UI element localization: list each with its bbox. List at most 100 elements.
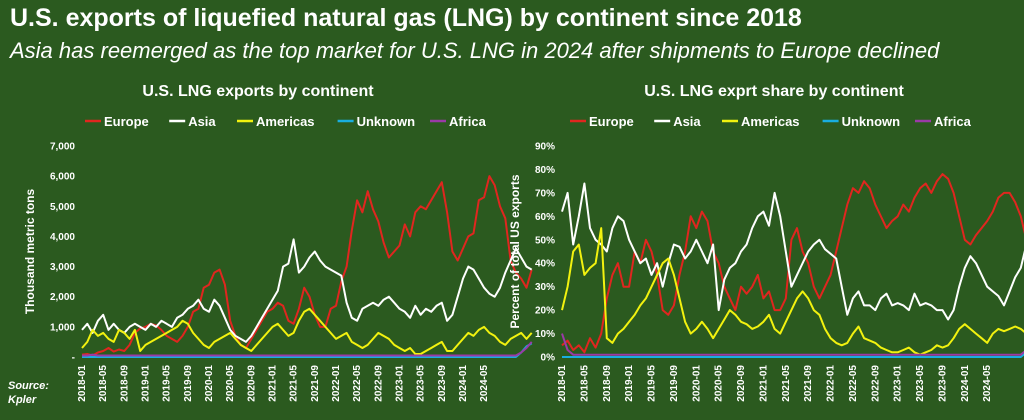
x-tick-label: 2023-05: [915, 365, 926, 402]
y-axis-label: Percent of total US exports: [508, 174, 522, 328]
x-tick-label: 2020-01: [204, 365, 215, 402]
series-line-americas: [561, 227, 1024, 356]
y-tick-label: 2,000: [50, 292, 75, 303]
x-tick-label: 2022-09: [870, 365, 881, 402]
y-tick-label: -: [72, 353, 75, 364]
source-label: Source:: [8, 380, 49, 392]
x-tick-label: 2021-01: [267, 365, 278, 402]
series-line-europe: [81, 175, 533, 357]
source-name: Kpler: [8, 394, 37, 406]
x-tick-label: 2018-09: [602, 365, 613, 402]
x-tick-label: 2020-05: [714, 365, 725, 402]
y-tick-label: 6,000: [50, 172, 75, 183]
y-tick-label: 70%: [535, 188, 555, 199]
y-tick-label: 60%: [535, 212, 555, 223]
page-title: U.S. exports of liquefied natural gas (L…: [10, 4, 802, 32]
legend-item-asia: Asia: [654, 114, 701, 129]
x-tick-label: 2024-05: [982, 365, 993, 402]
legend-item-europe: Europe: [85, 114, 149, 129]
legend-label: Unknown: [842, 114, 901, 129]
legend-item-americas: Americas: [237, 114, 315, 129]
legend-item-africa: Africa: [430, 114, 487, 129]
x-tick-label: 2021-01: [758, 365, 769, 402]
x-tick-label: 2018-05: [98, 365, 109, 402]
legend-label: Asia: [188, 114, 216, 129]
x-tick-label: 2023-09: [437, 365, 448, 402]
chart-2: U.S. LNG exprt share by continent Europe A…: [508, 83, 1024, 402]
x-tick-label: 2023-05: [416, 365, 427, 402]
series-line-americas: [81, 307, 533, 355]
x-tick-label: 2023-01: [893, 365, 904, 402]
legend-label: Africa: [449, 114, 487, 129]
x-tick-label: 2018-01: [557, 365, 568, 402]
x-tick-label: 2022-05: [352, 365, 363, 402]
legend-label: Europe: [589, 114, 634, 129]
x-tick-label: 2021-05: [781, 365, 792, 402]
y-tick-label: 80%: [535, 165, 555, 176]
legend-item-europe: Europe: [570, 114, 634, 129]
series-line-unknown: [82, 342, 533, 358]
legend-item-africa: Africa: [915, 114, 972, 129]
x-tick-label: 2023-01: [394, 365, 405, 402]
x-tick-label: 2019-01: [140, 365, 151, 402]
y-tick-label: 40%: [535, 259, 555, 270]
x-tick-label: 2022-01: [331, 365, 342, 402]
y-tick-label: 30%: [535, 282, 555, 293]
series-line-africa: [561, 333, 1024, 356]
y-tick-label: 7,000: [50, 142, 75, 153]
series-line-asia: [561, 182, 1024, 321]
series-line-africa: [82, 341, 533, 357]
series-line-asia: [81, 238, 533, 343]
y-tick-label: 3,000: [50, 262, 75, 273]
source-note: Source: Kpler: [8, 379, 49, 407]
x-tick-label: 2022-09: [373, 365, 384, 402]
chart-title: U.S. LNG exports by continent: [142, 83, 374, 100]
legend-label: Europe: [104, 114, 149, 129]
x-tick-label: 2018-09: [119, 365, 130, 402]
legend-label: Americas: [256, 114, 315, 129]
x-tick-label: 2020-09: [246, 365, 257, 402]
y-axis-label: Thousand metric tons: [23, 189, 37, 315]
x-tick-label: 2019-09: [669, 365, 680, 402]
x-tick-label: 2020-05: [225, 365, 236, 402]
legend-item-unknown: Unknown: [822, 114, 901, 129]
legend-label: Asia: [673, 114, 701, 129]
y-tick-label: 4,000: [50, 232, 75, 243]
y-tick-label: 0%: [541, 353, 556, 364]
legend-label: Africa: [934, 114, 972, 129]
series-line-unknown: [562, 353, 1024, 358]
x-tick-label: 2023-09: [937, 365, 948, 402]
legend-label: Unknown: [357, 114, 416, 129]
x-tick-label: 2022-05: [848, 365, 859, 402]
x-tick-label: 2020-01: [691, 365, 702, 402]
series-line-europe: [561, 173, 1024, 354]
x-tick-label: 2019-05: [162, 365, 173, 402]
x-tick-label: 2024-05: [479, 365, 490, 402]
chart-title: U.S. LNG exprt share by continent: [644, 83, 904, 100]
x-tick-label: 2018-01: [77, 365, 88, 402]
x-tick-label: 2021-09: [310, 365, 321, 402]
x-tick-label: 2020-09: [736, 365, 747, 402]
y-tick-label: 10%: [535, 329, 555, 340]
chart-1: U.S. LNG exports by continent Europe Asia A…: [23, 83, 533, 402]
x-tick-label: 2022-01: [826, 365, 837, 402]
x-tick-label: 2021-09: [803, 365, 814, 402]
x-tick-label: 2019-01: [624, 365, 635, 402]
x-tick-label: 2018-05: [579, 365, 590, 402]
x-tick-label: 2019-09: [183, 365, 194, 402]
y-tick-label: 5,000: [50, 202, 75, 213]
y-tick-label: 20%: [535, 306, 555, 317]
legend-item-asia: Asia: [169, 114, 216, 129]
y-tick-label: 1,000: [50, 322, 75, 333]
legend-item-unknown: Unknown: [337, 114, 416, 129]
x-tick-label: 2024-01: [458, 365, 469, 402]
x-tick-label: 2024-01: [960, 365, 971, 402]
y-tick-label: 50%: [535, 235, 555, 246]
legend-label: Americas: [741, 114, 800, 129]
legend-item-americas: Americas: [722, 114, 800, 129]
y-tick-label: 90%: [535, 142, 555, 153]
page-subtitle: Asia has reemerged as the top market for…: [10, 38, 940, 63]
x-tick-label: 2019-05: [647, 365, 658, 402]
x-tick-label: 2021-05: [289, 365, 300, 402]
